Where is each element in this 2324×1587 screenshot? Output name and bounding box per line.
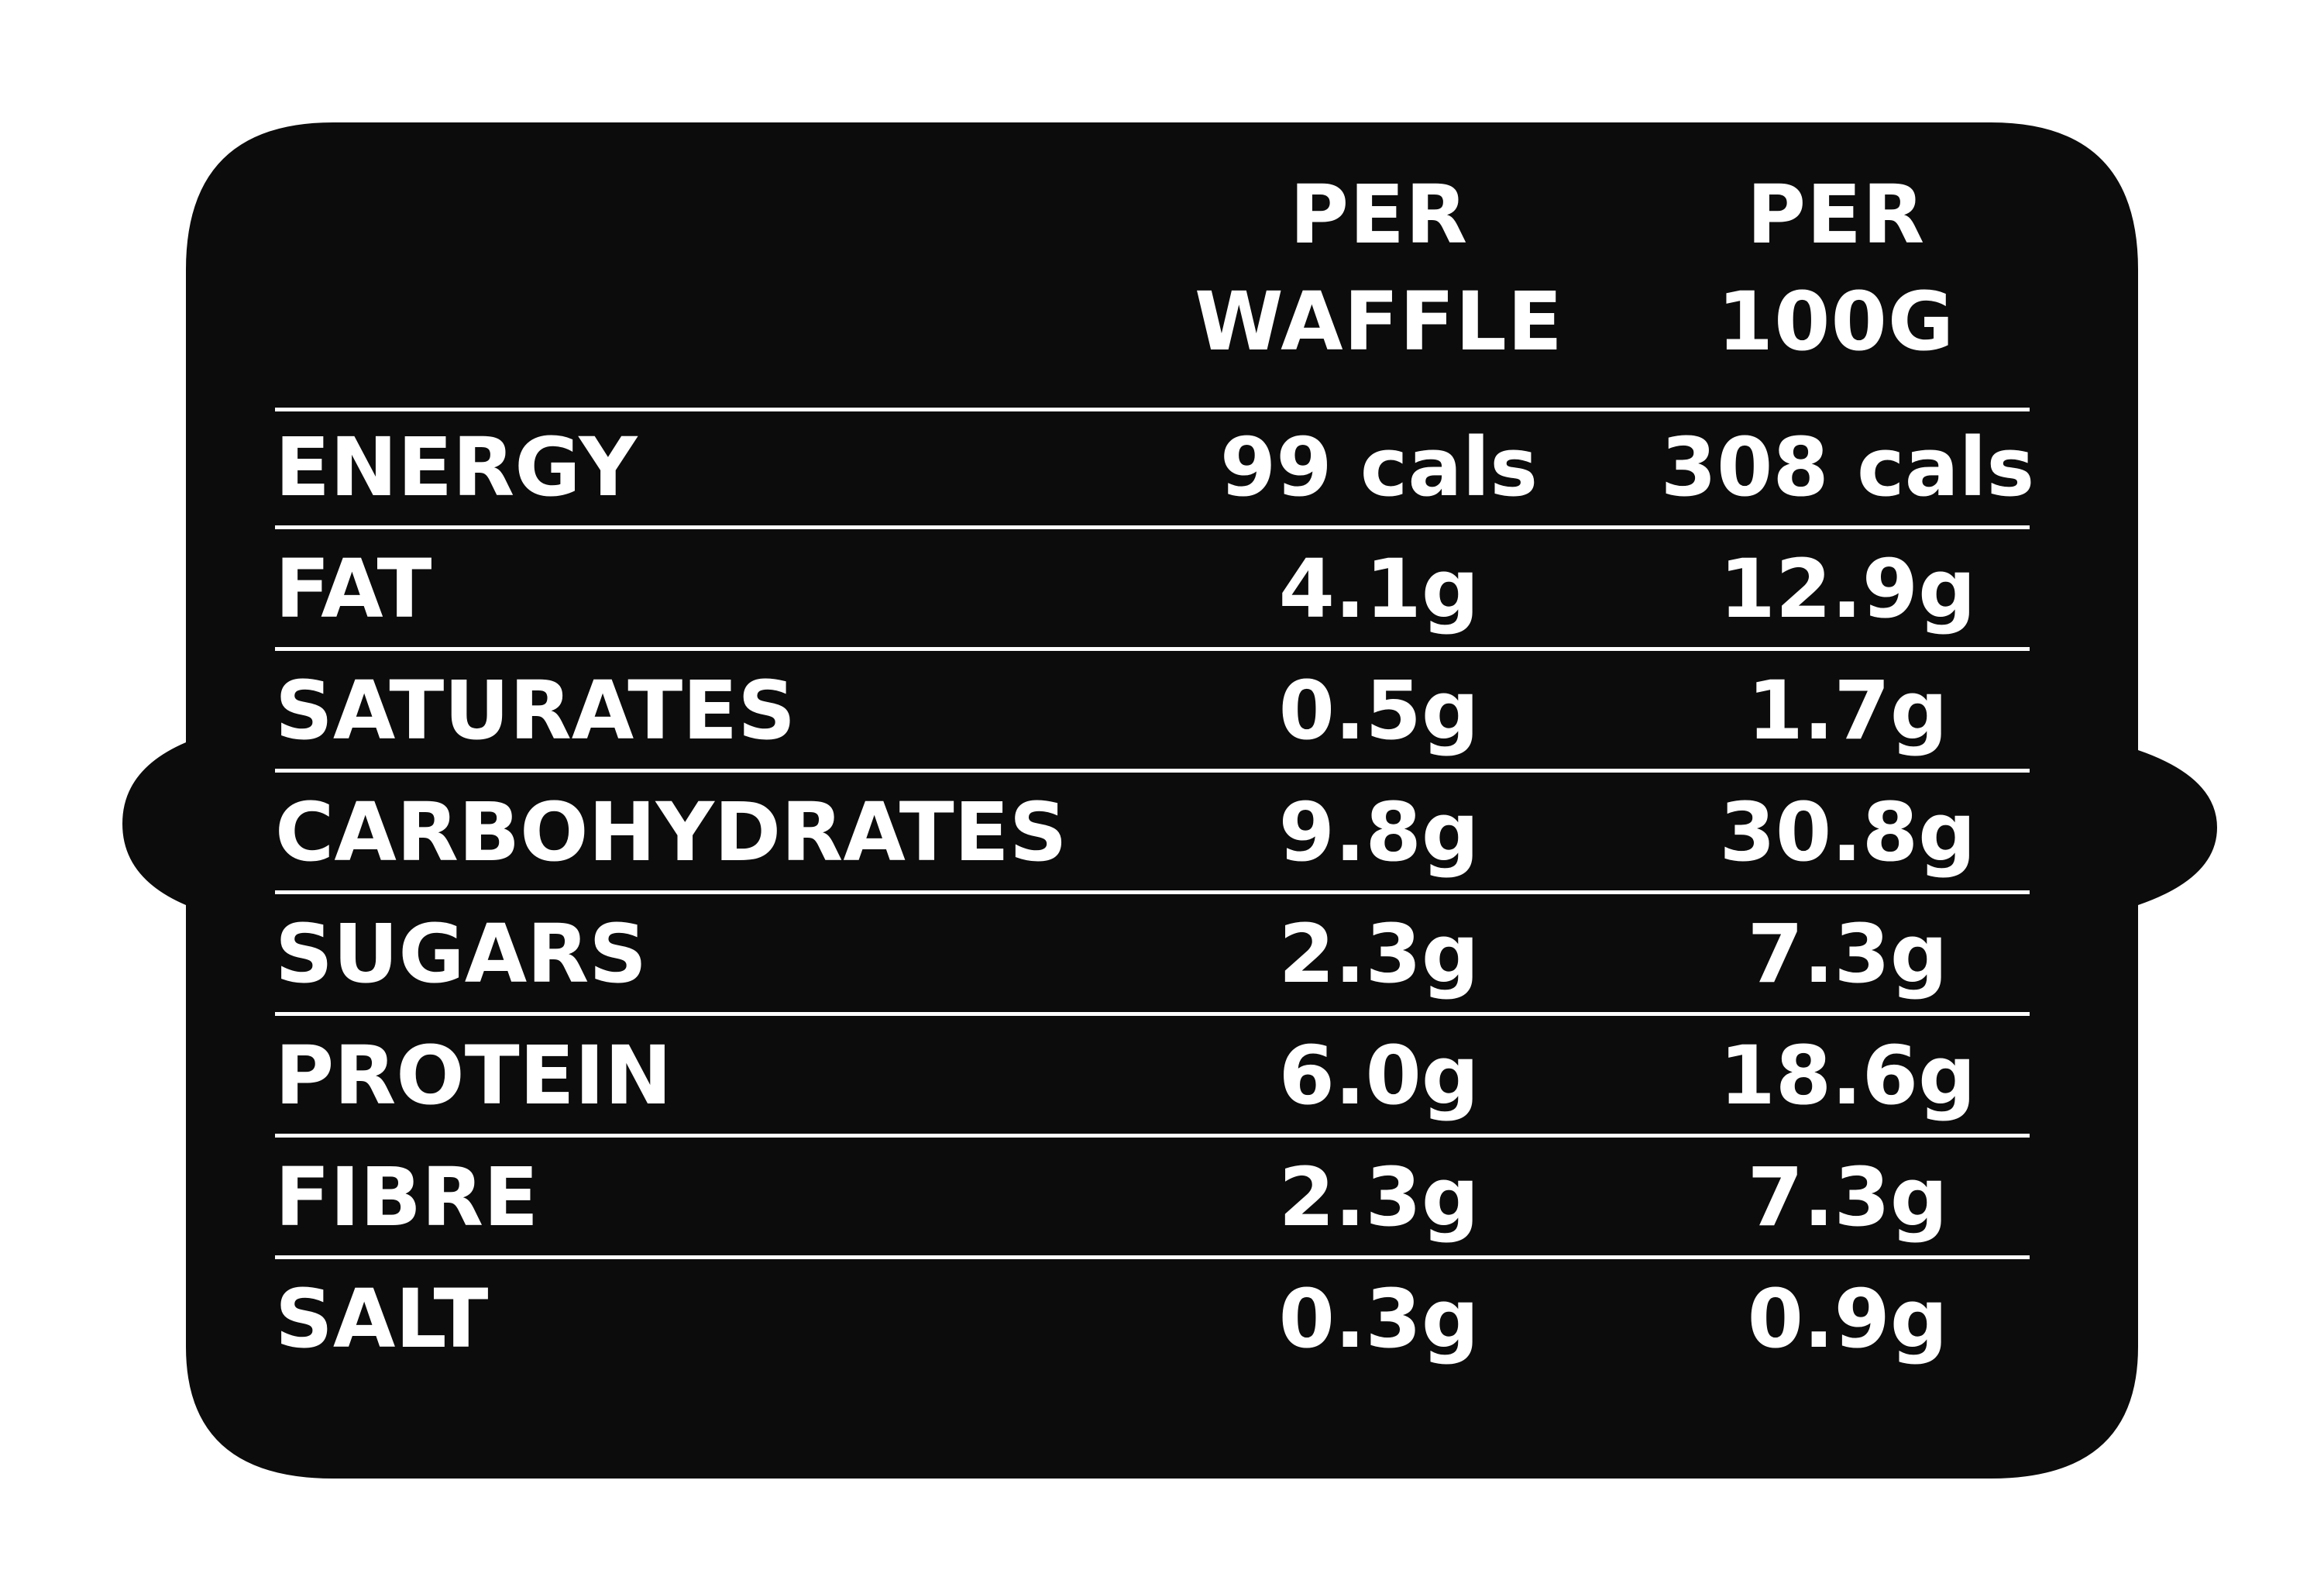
row-divider (275, 1255, 2030, 1259)
table-row: ENERGY 99 cals 308 cals (275, 411, 2034, 529)
value-per-100g: 18.6g (1719, 1028, 1976, 1123)
value-per-100g: 30.8g (1719, 785, 1976, 880)
value-per-waffle: 4.1g (1278, 542, 1480, 636)
value-per-waffle: 0.3g (1278, 1272, 1480, 1366)
value-per-waffle: 6.0g (1278, 1028, 1480, 1123)
nutrient-name: FAT (275, 542, 432, 636)
table-row: PROTEIN 6.0g 18.6g (275, 1020, 2030, 1138)
header-per-100g: PER 100G (1635, 161, 2037, 375)
header-per-waffle-line2: WAFFLE (1195, 274, 1563, 369)
nutrient-name: SALT (275, 1272, 489, 1366)
row-divider (275, 647, 2030, 651)
table-row: SUGARS 2.3g 7.3g (275, 898, 2030, 1016)
header-divider (275, 408, 2030, 411)
table-row: FIBRE 2.3g 7.3g (275, 1141, 2030, 1259)
nutrient-name: FIBRE (275, 1150, 539, 1244)
value-per-waffle: 2.3g (1278, 1150, 1480, 1244)
value-per-100g: 12.9g (1719, 542, 1976, 636)
nutrient-name: SATURATES (275, 663, 796, 758)
header-per-100g-line1: PER (1746, 167, 1926, 262)
row-divider (275, 1012, 2030, 1016)
value-per-100g: 1.7g (1747, 663, 1948, 758)
table-row: CARBOHYDRATES 9.8g 30.8g (275, 776, 2030, 894)
nutrient-name: ENERGY (275, 420, 638, 515)
value-per-100g: 7.3g (1747, 907, 1948, 1001)
value-per-100g: 7.3g (1747, 1150, 1948, 1244)
value-per-waffle: 99 cals (1219, 420, 1538, 515)
value-per-waffle: 9.8g (1278, 785, 1480, 880)
table-row: SATURATES 0.5g 1.7g (275, 655, 2030, 773)
table-row: SALT 0.3g 0.9g (275, 1263, 2030, 1381)
table-row: FAT 4.1g 12.9g (275, 533, 2030, 651)
value-per-100g: 308 cals (1660, 420, 2035, 515)
nutrient-name: CARBOHYDRATES (275, 785, 1067, 880)
header-per-waffle: PER WAFFLE (1147, 161, 1611, 375)
value-per-waffle: 2.3g (1278, 907, 1480, 1001)
row-divider (275, 890, 2030, 894)
row-divider (275, 1134, 2030, 1138)
value-per-waffle: 0.5g (1278, 663, 1480, 758)
row-divider (275, 525, 2030, 529)
row-divider (275, 769, 2030, 773)
nutrient-name: SUGARS (275, 907, 648, 1001)
label-panel-shape (122, 122, 2217, 1479)
nutrient-name: PROTEIN (275, 1028, 672, 1123)
value-per-100g: 0.9g (1747, 1272, 1948, 1366)
header-per-100g-line2: 100G (1717, 274, 1955, 369)
header-per-waffle-line1: PER (1289, 167, 1469, 262)
